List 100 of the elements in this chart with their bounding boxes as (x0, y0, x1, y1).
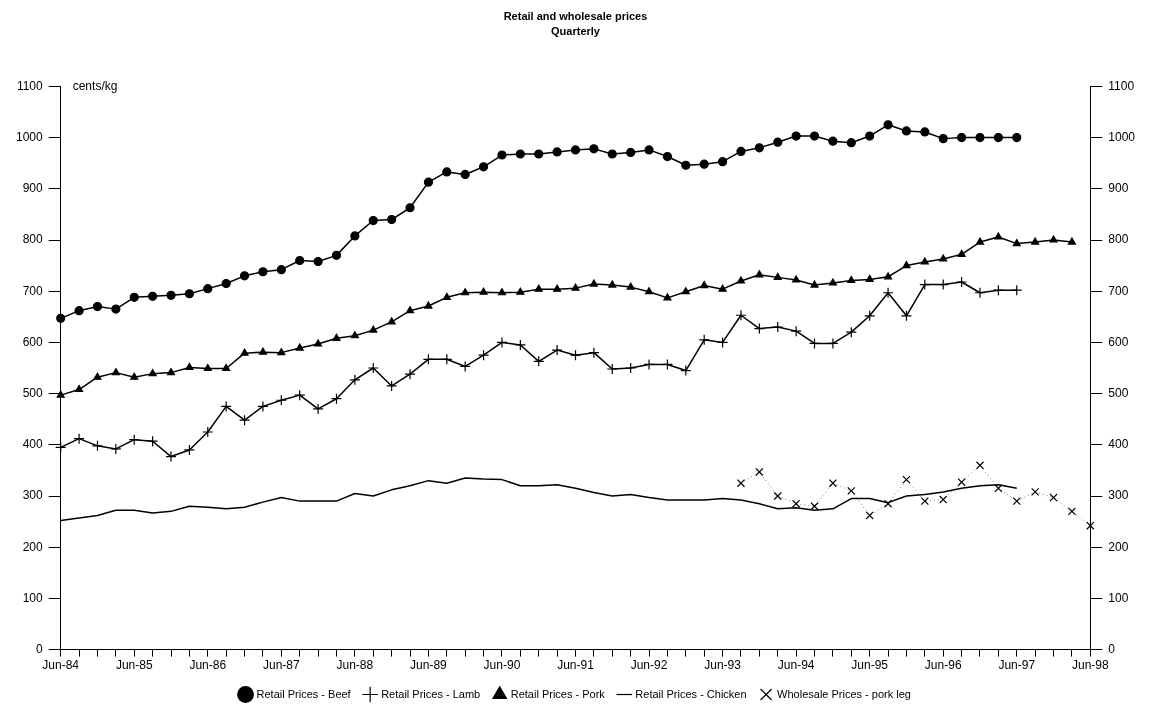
point (110, 443, 122, 455)
point (845, 326, 857, 338)
point (93, 372, 102, 380)
point (130, 372, 139, 380)
point (809, 131, 820, 141)
legend-label: Retail Prices - Chicken (635, 687, 747, 700)
point (442, 167, 452, 177)
point (258, 347, 267, 355)
point (588, 347, 600, 359)
point (349, 374, 361, 386)
point (313, 256, 323, 267)
x-tick-label: Jun-96 (924, 658, 962, 673)
point (865, 274, 874, 283)
point (111, 304, 121, 314)
y2-tick-label: 400 (1108, 437, 1129, 452)
point (975, 237, 985, 245)
point (166, 368, 176, 376)
point (994, 484, 1003, 493)
point (1086, 521, 1095, 530)
point (644, 287, 654, 295)
point (203, 363, 212, 372)
x-tick-label: Jun-95 (851, 658, 889, 673)
point (606, 363, 618, 375)
x-tick-label: Jun-86 (189, 658, 227, 673)
point (369, 325, 378, 333)
point (56, 313, 66, 323)
point (790, 325, 802, 337)
y2-tick-label: 0 (1108, 641, 1116, 656)
point (459, 360, 471, 373)
point (993, 133, 1003, 143)
x-tick-label: Jun-87 (262, 658, 300, 673)
point (900, 310, 913, 322)
point (735, 309, 747, 321)
point (700, 280, 709, 289)
point (221, 278, 231, 289)
point (202, 426, 214, 438)
x-tick-label: Jun-98 (1071, 658, 1109, 673)
point (128, 434, 140, 446)
point (404, 368, 416, 380)
point (847, 275, 856, 284)
point (937, 278, 949, 291)
point (405, 203, 415, 213)
point (884, 272, 893, 280)
point (864, 310, 876, 322)
legend-label: Retail Prices - Beef (256, 687, 352, 700)
point (716, 336, 729, 348)
point (129, 292, 139, 302)
point (957, 478, 966, 487)
point (773, 272, 782, 280)
point (1012, 496, 1021, 506)
point (957, 249, 966, 257)
point (791, 131, 801, 141)
point (1067, 507, 1077, 516)
point (350, 331, 359, 339)
chart-title: Retail and wholesale prices (503, 9, 648, 22)
legend-label: Wholesale Prices - pork leg (777, 687, 911, 700)
point (1031, 237, 1040, 245)
point (608, 280, 617, 288)
y2-tick-label: 300 (1108, 488, 1129, 503)
point (314, 339, 323, 347)
point (496, 336, 508, 348)
point (920, 127, 930, 137)
x-tick-label: Jun-85 (115, 658, 153, 673)
x-tick-label: Jun-97 (998, 658, 1036, 673)
point (534, 284, 543, 292)
point (312, 403, 324, 415)
point (330, 393, 343, 405)
point (847, 486, 856, 496)
point (184, 289, 194, 299)
point (589, 144, 599, 154)
point (275, 394, 287, 406)
point (846, 138, 856, 148)
x-tick-label: Jun-88 (336, 658, 374, 673)
point (883, 120, 893, 130)
point (902, 261, 911, 269)
point (533, 355, 545, 367)
y-tick-label: 100 (22, 590, 44, 605)
point (698, 334, 710, 346)
x-tick-label: Jun-84 (42, 658, 80, 673)
point (717, 157, 728, 167)
point (828, 479, 838, 488)
point (938, 134, 948, 144)
point (828, 136, 838, 146)
point (387, 214, 397, 225)
point (643, 358, 655, 371)
point (91, 440, 104, 452)
point (350, 231, 360, 241)
point (994, 232, 1003, 240)
point (166, 290, 176, 300)
point (111, 368, 120, 376)
point (368, 215, 378, 226)
point (681, 287, 690, 295)
point (294, 389, 306, 401)
point (755, 270, 764, 278)
point (238, 414, 251, 426)
point (810, 280, 819, 288)
point (56, 390, 65, 398)
point (1067, 237, 1076, 245)
legend-label: Retail Prices - Pork (510, 687, 606, 700)
point (441, 353, 453, 365)
